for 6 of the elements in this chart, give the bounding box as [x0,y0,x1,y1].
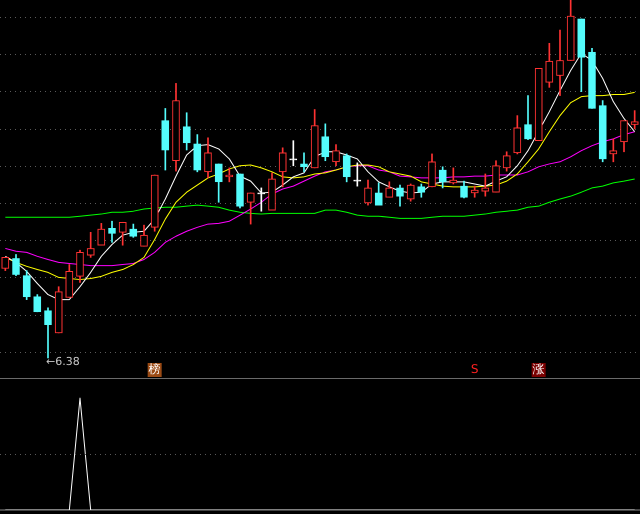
annotation: ←6.38 [46,354,80,368]
text: S [470,362,478,376]
text: 涨 [532,362,545,376]
candlestick [556,30,564,96]
candlestick [300,152,308,172]
text: 榜 [148,362,161,376]
